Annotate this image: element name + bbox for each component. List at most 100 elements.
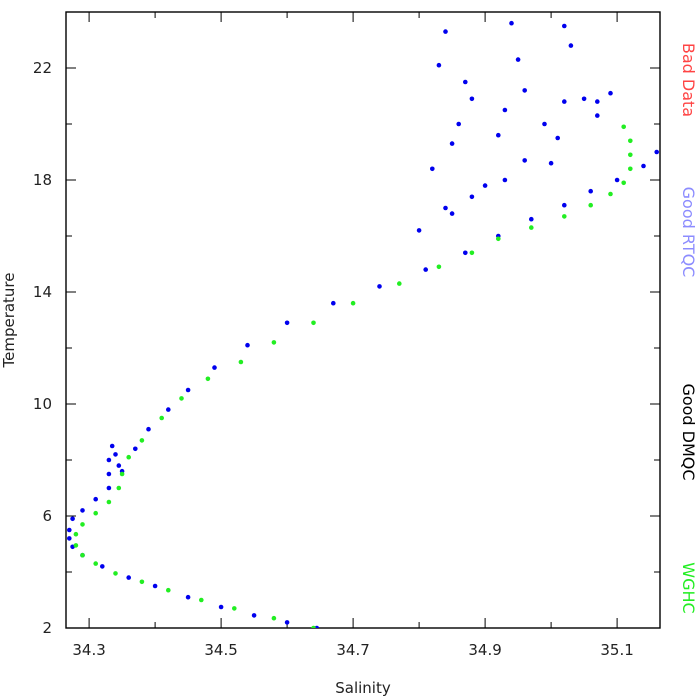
data-point [166, 587, 171, 593]
data-point [568, 43, 574, 48]
x-tick-label: 34.7 [336, 641, 369, 659]
data-point [93, 510, 98, 516]
data-point [529, 225, 534, 230]
y-tick-label: 14 [33, 283, 52, 301]
data-point [93, 561, 98, 566]
data-point [166, 407, 171, 412]
data-point [502, 107, 508, 113]
x-tick-label: 34.9 [468, 641, 501, 659]
data-point [522, 158, 527, 163]
data-point [509, 20, 514, 26]
data-point [238, 359, 244, 365]
data-point [70, 516, 75, 522]
data-point [119, 471, 125, 477]
data-point [251, 613, 257, 618]
data-point [469, 96, 475, 102]
legend-entry-label: Good RTQC [679, 187, 698, 278]
data-point [146, 426, 151, 432]
data-point [139, 579, 145, 585]
data-point [331, 300, 336, 306]
data-point [126, 575, 131, 580]
data-point [469, 250, 475, 256]
legend-entry-label: WGHC [679, 562, 698, 613]
data-point [456, 121, 462, 127]
data-point [581, 96, 587, 102]
y-tick-label: 6 [42, 507, 52, 525]
data-point [139, 438, 145, 443]
data-point [515, 57, 521, 62]
data-point [542, 121, 547, 127]
data-point [116, 463, 122, 468]
y-tick-label: 10 [33, 395, 52, 413]
data-point [67, 527, 72, 533]
series-group [67, 20, 659, 628]
data-point [106, 471, 112, 477]
data-point [116, 485, 122, 491]
data-point [106, 499, 112, 505]
data-point [522, 88, 527, 93]
data-point [628, 138, 633, 144]
data-point [496, 236, 501, 242]
data-point [311, 625, 316, 628]
data-point [628, 166, 633, 172]
data-point [185, 387, 191, 393]
data-point [562, 23, 567, 29]
data-point [113, 571, 118, 576]
data-point [436, 264, 442, 270]
data-point [109, 443, 115, 449]
data-point [562, 99, 567, 104]
plot-frame [65, 11, 661, 629]
data-point [245, 342, 250, 348]
data-point [73, 543, 79, 548]
data-series [67, 20, 659, 628]
data-point [67, 536, 72, 541]
data-point [80, 522, 85, 527]
axis-ticks [66, 11, 660, 629]
data-point [621, 124, 626, 130]
data-point [80, 552, 85, 558]
data-point [232, 606, 237, 611]
data-point [430, 166, 435, 172]
data-point [443, 205, 448, 211]
data-point [614, 177, 620, 183]
data-point [443, 29, 448, 34]
x-tick-label: 34.5 [204, 641, 237, 659]
data-point [199, 597, 204, 603]
data-point [449, 211, 455, 216]
data-point [595, 99, 600, 104]
data-point [179, 396, 184, 401]
y-tick-label: 18 [33, 171, 52, 189]
data-point [463, 79, 468, 85]
data-point [595, 113, 600, 118]
data-point [548, 160, 554, 166]
data-point [608, 191, 613, 197]
data-point [562, 202, 567, 208]
data-point [284, 620, 290, 625]
legend: Bad Data Good RTQC Good DMQC WGHC [679, 43, 698, 614]
data-point [562, 214, 567, 219]
legend-entry-label: Bad Data [679, 43, 698, 117]
data-point [284, 320, 290, 326]
data-point [496, 132, 501, 138]
x-tick-label: 35.1 [600, 641, 633, 659]
data-point [185, 594, 191, 600]
legend-entry-label: Good DMQC [679, 383, 698, 480]
data-point [159, 415, 164, 421]
data-point [621, 180, 626, 186]
data-point [588, 202, 593, 208]
data-point [271, 615, 277, 621]
data-point [218, 604, 224, 610]
data-point [152, 583, 158, 589]
data-point [271, 340, 277, 345]
data-point [397, 281, 402, 286]
data-point [529, 216, 534, 222]
data-point [205, 376, 211, 382]
data-point [436, 62, 442, 68]
data-point [423, 267, 429, 272]
y-tick-label: 22 [33, 59, 52, 77]
data-point [100, 564, 105, 569]
data-point [628, 152, 633, 158]
data-point [641, 163, 646, 169]
x-axis-title: Salinity [335, 679, 391, 697]
